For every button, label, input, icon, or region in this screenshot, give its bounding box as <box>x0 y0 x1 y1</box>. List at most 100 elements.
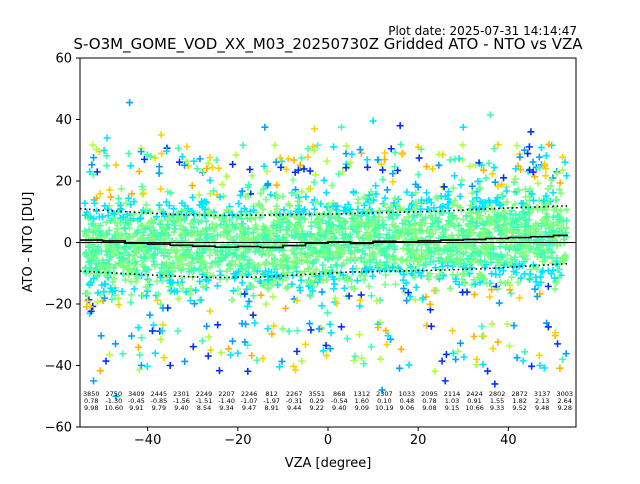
bin-mean: 2.13 <box>535 397 549 405</box>
scatter-point <box>232 151 240 159</box>
scatter-point <box>391 163 399 171</box>
scatter-point <box>306 291 314 299</box>
scatter-point <box>213 249 221 257</box>
scatter-point <box>105 256 113 264</box>
scatter-point <box>270 322 278 330</box>
upper-spread-line <box>79 205 568 217</box>
scatter-point <box>360 276 368 284</box>
scatter-point <box>514 186 522 194</box>
scatter-point <box>87 279 95 287</box>
bin-mean: 1.82 <box>512 397 526 405</box>
scatter-point <box>304 265 312 273</box>
x-tick-label: 20 <box>410 433 427 448</box>
scatter-point <box>182 212 190 220</box>
scatter-point <box>297 222 305 230</box>
scatter-point <box>191 300 199 308</box>
scatter-point <box>438 225 446 233</box>
scatter-point <box>262 267 270 275</box>
scatter-point <box>178 254 186 262</box>
scatter-outlier <box>491 380 499 388</box>
scatter-point <box>505 245 513 253</box>
scatter-point <box>210 187 218 195</box>
scatter-point <box>108 295 116 303</box>
scatter-point <box>492 264 500 272</box>
scatter-point <box>500 174 508 182</box>
scatter-point <box>289 176 297 184</box>
scatter-point <box>110 270 118 278</box>
scatter-point <box>309 143 317 151</box>
scatter-point <box>251 319 259 327</box>
scatter-point <box>271 141 279 149</box>
scatter-point <box>282 213 290 221</box>
scatter-point <box>143 151 151 159</box>
scatter-point <box>336 245 344 253</box>
scatter-point <box>394 226 402 234</box>
bin-mean: -1.30 <box>105 397 122 405</box>
scatter-point <box>85 226 93 234</box>
scatter-point <box>548 176 556 184</box>
scatter-point <box>302 253 310 261</box>
scatter-point <box>122 199 130 207</box>
scatter-point <box>376 233 384 241</box>
scatter-point <box>304 185 312 193</box>
scatter-point <box>347 276 355 284</box>
scatter-point <box>82 231 90 239</box>
scatter-point <box>413 211 421 219</box>
scatter-point <box>470 276 478 284</box>
scatter-point <box>498 180 506 188</box>
scatter-point <box>249 311 257 319</box>
scatter-point <box>370 222 378 230</box>
scatter-point <box>531 173 539 181</box>
bin-count: 1312 <box>354 390 371 398</box>
scatter-point <box>90 154 98 162</box>
scatter-point <box>129 256 137 264</box>
scatter-point <box>222 232 230 240</box>
scatter-point <box>273 181 281 189</box>
scatter-point <box>502 258 510 266</box>
scatter-point <box>244 225 252 233</box>
scatter-point <box>353 277 361 285</box>
scatter-point <box>86 253 94 261</box>
scatter-point <box>342 206 350 214</box>
bin-mean: 0.78 <box>84 397 98 405</box>
scatter-point <box>381 194 389 202</box>
scatter-point <box>446 284 454 292</box>
bin-mean: -0.85 <box>150 397 167 405</box>
scatter-point <box>557 207 565 215</box>
scatter-point <box>257 202 265 210</box>
scatter-point <box>310 258 318 266</box>
scatter-point <box>139 186 147 194</box>
scatter-point <box>362 265 370 273</box>
scatter-point <box>378 221 386 229</box>
scatter-point <box>553 242 561 250</box>
scatter-point <box>159 304 167 312</box>
scatter-point <box>104 248 112 256</box>
scatter-point <box>110 210 118 218</box>
scatter-point <box>190 267 198 275</box>
scatter-point <box>137 361 145 369</box>
scatter-point <box>529 261 537 269</box>
scatter-point <box>298 188 306 196</box>
scatter-point <box>459 227 467 235</box>
scatter-point <box>206 307 214 315</box>
scatter-point <box>454 347 462 355</box>
scatter-point <box>167 286 175 294</box>
scatter-point <box>521 348 529 356</box>
scatter-point <box>418 196 426 204</box>
scatter-outlier <box>414 143 422 151</box>
scatter-point <box>503 320 511 328</box>
scatter-point <box>458 156 466 164</box>
scatter-point <box>468 264 476 272</box>
scatter-point <box>164 220 172 228</box>
scatter-point <box>554 340 562 348</box>
scatter-point <box>210 227 218 235</box>
scatter-point <box>540 364 548 372</box>
scatter-point <box>147 222 155 230</box>
scatter-point <box>293 254 301 262</box>
scatter-point <box>260 185 268 193</box>
scatter-point <box>186 297 194 305</box>
scatter-point <box>128 332 136 340</box>
scatter-point <box>251 275 259 283</box>
bin-std: 8.54 <box>197 404 211 412</box>
scatter-point <box>157 300 165 308</box>
